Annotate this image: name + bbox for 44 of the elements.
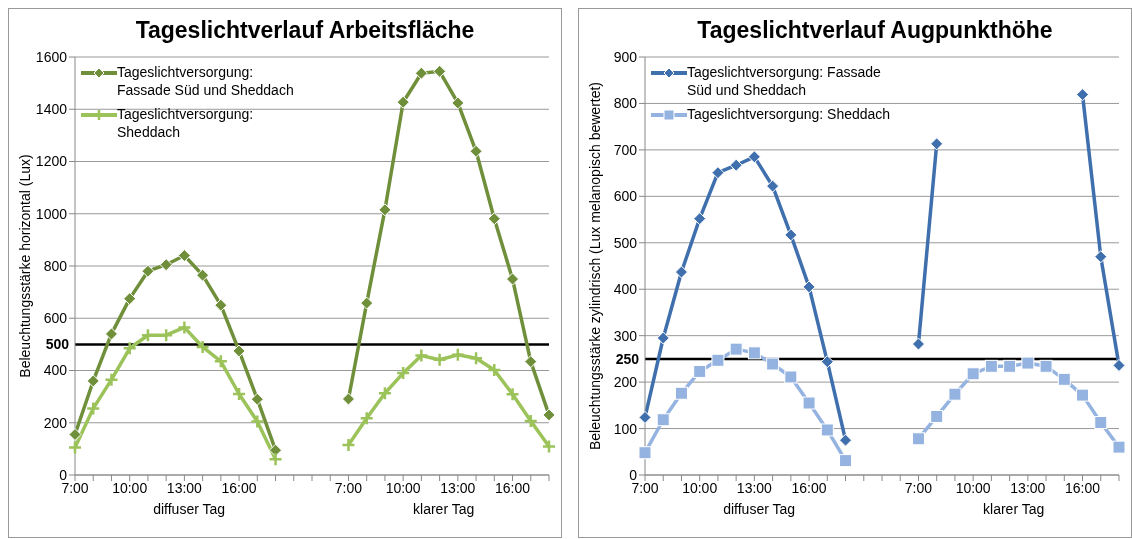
x-tick-label: 10:00	[385, 479, 421, 496]
y-tick-label: 800	[613, 95, 638, 112]
x-tick-label: 16:00	[1065, 479, 1101, 496]
chart-title: Tageslichtverlauf Augpunkthöhe	[696, 17, 1054, 45]
y-tick-label: 900	[613, 48, 638, 65]
text: diffuser Tag	[152, 501, 227, 517]
y-axis-title: Beleuchtungsstärke horizontal (Lux)	[16, 154, 33, 378]
x-tick-label: 13:00	[1010, 479, 1046, 496]
x-tick-label: 16:00	[495, 479, 531, 496]
y-tick-label: 700	[613, 141, 638, 158]
y-tick-label: 300	[613, 327, 638, 344]
y-tick-label: 200	[43, 414, 68, 431]
x-tick-label: 7:00	[904, 479, 933, 496]
x-tick-label: 13:00	[736, 479, 773, 496]
y-tick-label: 1400	[35, 101, 68, 118]
legend-label: Tageslichtversorgung: Fassade Süd und Sheddach	[687, 63, 882, 99]
legend-label: Tageslichtversorgung: Fassade Süd und Sheddach	[117, 63, 295, 99]
y-tick-label: 500	[613, 234, 638, 251]
x-tick-label: 16:00	[221, 479, 257, 496]
y-tick-label: 600	[613, 188, 638, 205]
x-tick-label: 13:00	[166, 479, 203, 496]
y-tick-label: 1000	[35, 205, 68, 222]
x-tick-label: 13:00	[440, 479, 476, 496]
chart-title: Tageslichtverlauf Arbeitsfläche	[134, 17, 476, 45]
text: klarer Tag	[982, 501, 1046, 517]
y-axis-title: Beleuchtungsstärke zylindrisch (Lux melanopisch bewertet)	[586, 81, 603, 451]
y-tick-label: 1600	[35, 48, 68, 65]
ref-line-label: 250	[615, 350, 640, 367]
x-tick-label: 16:00	[791, 479, 827, 496]
y-tick-label: 400	[613, 281, 638, 298]
y-tick-label: 200	[613, 374, 638, 391]
legend-label: Tageslichtversorgung: Sheddach	[687, 105, 891, 123]
x-tick-label: 10:00	[112, 479, 148, 496]
y-tick-label: 400	[43, 362, 68, 379]
text: diffuser Tag	[722, 501, 797, 517]
y-tick-label: 600	[43, 310, 68, 327]
x-tick-label: 10:00	[682, 479, 718, 496]
x-tick-label: 7:00	[334, 479, 363, 496]
y-tick-label: 800	[43, 257, 68, 274]
x-tick-label: 10:00	[955, 479, 991, 496]
y-tick-label: 1200	[35, 153, 68, 170]
legend-label: Tageslichtversorgung: Sheddach	[117, 105, 255, 141]
text: klarer Tag	[412, 501, 476, 517]
y-tick-label: 100	[613, 420, 638, 437]
